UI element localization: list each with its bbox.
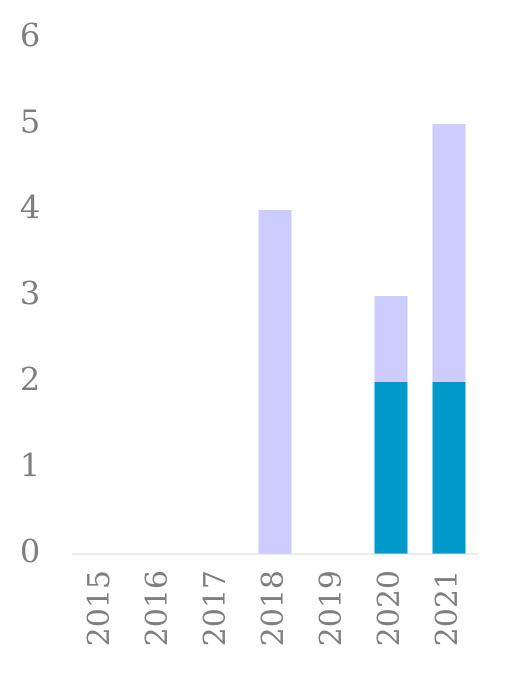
x-tick-label: 2018 [256, 570, 291, 646]
x-tick-label: 2019 [314, 570, 349, 646]
x-tick-label: 2021 [430, 570, 465, 646]
y-tick-label: 1 [20, 447, 40, 485]
bar [258, 210, 292, 554]
x-tick-label: 2015 [82, 570, 117, 646]
x-tick-label: 2017 [198, 570, 233, 646]
y-tick-label: 0 [20, 533, 40, 571]
y-tick-label: 4 [20, 189, 40, 227]
bar [432, 382, 466, 554]
bar [374, 296, 408, 382]
y-tick-label: 5 [20, 103, 40, 141]
y-tick-label: 3 [20, 275, 40, 313]
y-tick-label: 2 [20, 361, 40, 399]
bar [432, 124, 466, 382]
y-tick-label: 6 [20, 17, 40, 55]
x-tick-label: 2016 [140, 570, 175, 646]
bar [374, 382, 408, 554]
x-tick-label: 2020 [372, 570, 407, 646]
